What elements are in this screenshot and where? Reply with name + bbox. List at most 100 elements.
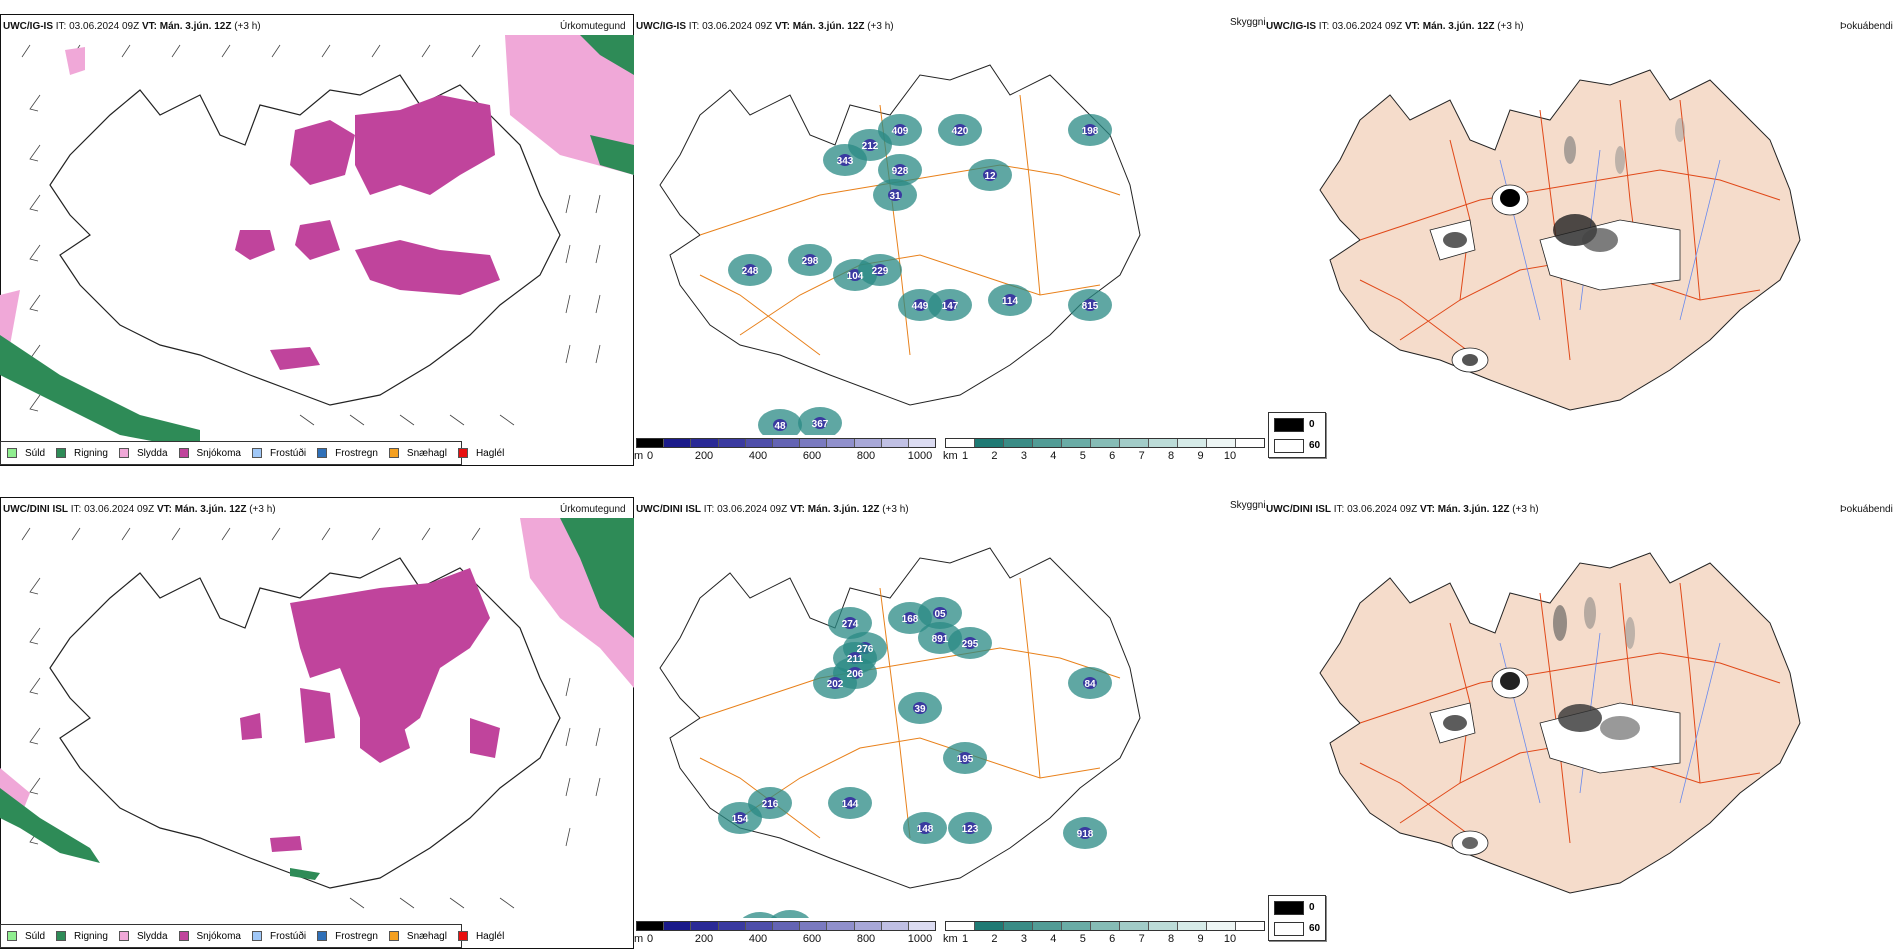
ceiling-scale-step [691, 439, 719, 447]
cloud-base-label: 295 [962, 639, 979, 650]
cloud-base-label: 248 [742, 266, 759, 277]
legend-swatch [251, 931, 262, 941]
low-ceiling-area [863, 139, 877, 151]
lead-time: (+3 h) [867, 21, 894, 32]
legend-label: Frostúði [269, 930, 307, 942]
cloud-base-label: 891 [932, 634, 949, 645]
cloud-base-label: 12 [984, 171, 996, 182]
low-ceiling-area [953, 124, 967, 136]
ceiling-scale-bar [636, 921, 936, 931]
low-ceiling-area [963, 822, 977, 834]
low-ceiling-area [843, 617, 857, 629]
ceiling-scale-bar [636, 438, 936, 448]
ceiling-tick: 200 [694, 450, 714, 462]
it-label: IT: [1318, 21, 1330, 32]
vt-value: Mán. 3.jún. 12Z [807, 504, 880, 515]
visibility-scale-step [1091, 922, 1120, 930]
low-ceiling-area [743, 264, 757, 276]
precip-panel-frame [0, 14, 634, 466]
visibility-unit: km [943, 933, 958, 945]
fog-legend: 0 60 [1268, 895, 1326, 941]
visibility-scale-step [1062, 922, 1091, 930]
legend-swatch [118, 931, 129, 941]
cloud-base-label: 298 [802, 256, 819, 267]
visibility-scale-step [1004, 922, 1033, 930]
cloud-base-label: 104 [847, 271, 864, 282]
panel-header: UWC/IG-IS IT: 03.06.2024 09Z VT: Mán. 3.… [636, 21, 894, 32]
ceiling-unit: m [634, 933, 644, 945]
legend-swatch [457, 931, 468, 941]
fog-map [1319, 69, 1801, 411]
fog-label-60: 60 [1309, 440, 1321, 451]
low-ceiling-area [773, 419, 787, 431]
ceiling-tick: 800 [856, 450, 876, 462]
legend-item-snjokoma: Snjókoma [178, 448, 241, 459]
ceiling-tick: 200 [694, 933, 714, 945]
visibility-tick: 4 [1050, 450, 1057, 462]
it-value: 03.06.2024 09Z [702, 21, 773, 32]
vt-value: Mán. 3.jún. 12Z [159, 21, 232, 32]
ceiling-scale-step [664, 922, 692, 930]
vt-value: Mán. 3.jún. 12Z [174, 504, 247, 515]
low-ceiling-area [958, 752, 972, 764]
precip-map [0, 35, 634, 450]
legend-swatch [251, 448, 262, 458]
panel-header: UWC/DINI ISL IT: 03.06.2024 09Z VT: Mán.… [3, 504, 276, 515]
vt-label: VT: [1419, 504, 1435, 515]
legend-item-slydda: Slydda [118, 930, 168, 942]
visibility-scale-step [1178, 439, 1207, 447]
legend-label: Haglél [475, 447, 505, 459]
legend-swatch [317, 448, 328, 458]
row-1: UWC/IG-IS IT: 03.06.2024 09Z VT: Mán. 3.… [0, 14, 1893, 466]
low-visibility-area [770, 910, 810, 918]
it-value: 03.06.2024 09Z [1347, 504, 1418, 515]
panel-header: UWC/IG-IS IT: 03.06.2024 09Z VT: Mán. 3.… [3, 21, 261, 32]
legend-item-rigning: Rigning [56, 448, 108, 459]
ceiling-scale-step [772, 439, 801, 447]
visibility-scale-bar [945, 921, 1265, 931]
vt-label: VT: [156, 504, 172, 515]
visibility-scale-step [975, 922, 1004, 930]
model-name: UWC/DINI ISL [3, 504, 68, 515]
low-ceiling-area [913, 299, 927, 311]
cloud-base-label: 05 [934, 609, 946, 620]
low-ceiling-area [983, 169, 997, 181]
model-name: UWC/IG-IS [636, 21, 686, 32]
cloud-base-label: 409 [892, 126, 909, 137]
legend-swatch [7, 931, 17, 941]
low-ceiling-area [1003, 294, 1017, 306]
lead-time: (+3 h) [249, 504, 276, 515]
lead-time: (+3 h) [882, 504, 909, 515]
precip-map [0, 518, 634, 909]
visibility-tick: 2 [991, 450, 998, 462]
legend-label: Slydda [136, 447, 168, 459]
visibility-tick: 3 [1020, 450, 1027, 462]
panel-header: UWC/IG-IS IT: 03.06.2024 09Z VT: Mán. 3.… [1266, 21, 1524, 32]
ceiling-scale-step [881, 439, 909, 447]
legend-label: Súld [25, 930, 46, 942]
cloud-base-label: 39 [914, 704, 926, 715]
visibility-scale-step [1236, 439, 1264, 447]
ceiling-scale-step [854, 922, 882, 930]
visibility-title: Skyggni [1230, 500, 1266, 511]
legend-item-frostregn: Frostregn [317, 448, 378, 459]
cloud-base-label: 31 [889, 191, 901, 202]
cloud-base-label: 211 [847, 654, 864, 665]
visibility-scale-step [1236, 922, 1264, 930]
vt-label: VT: [1404, 21, 1420, 32]
legend-item-rigning: Rigning [56, 931, 108, 942]
cloud-base-label: 928 [892, 166, 909, 177]
fog-label-0: 0 [1309, 419, 1315, 430]
ceiling-scale-step [745, 922, 773, 930]
low-ceiling-area [1083, 677, 1097, 689]
visibility-scale-step [1062, 439, 1091, 447]
cloud-base-label: 212 [862, 141, 879, 152]
legend-label: Slydda [136, 930, 168, 942]
low-ceiling-area [888, 189, 902, 201]
ceiling-scale-step [827, 439, 855, 447]
ceiling-scale-step [664, 439, 692, 447]
visibility-map: 409 212 343 928 31 420 12 198 298 248 104 229 449 147… [659, 64, 1141, 435]
it-value: 03.06.2024 09Z [69, 21, 140, 32]
